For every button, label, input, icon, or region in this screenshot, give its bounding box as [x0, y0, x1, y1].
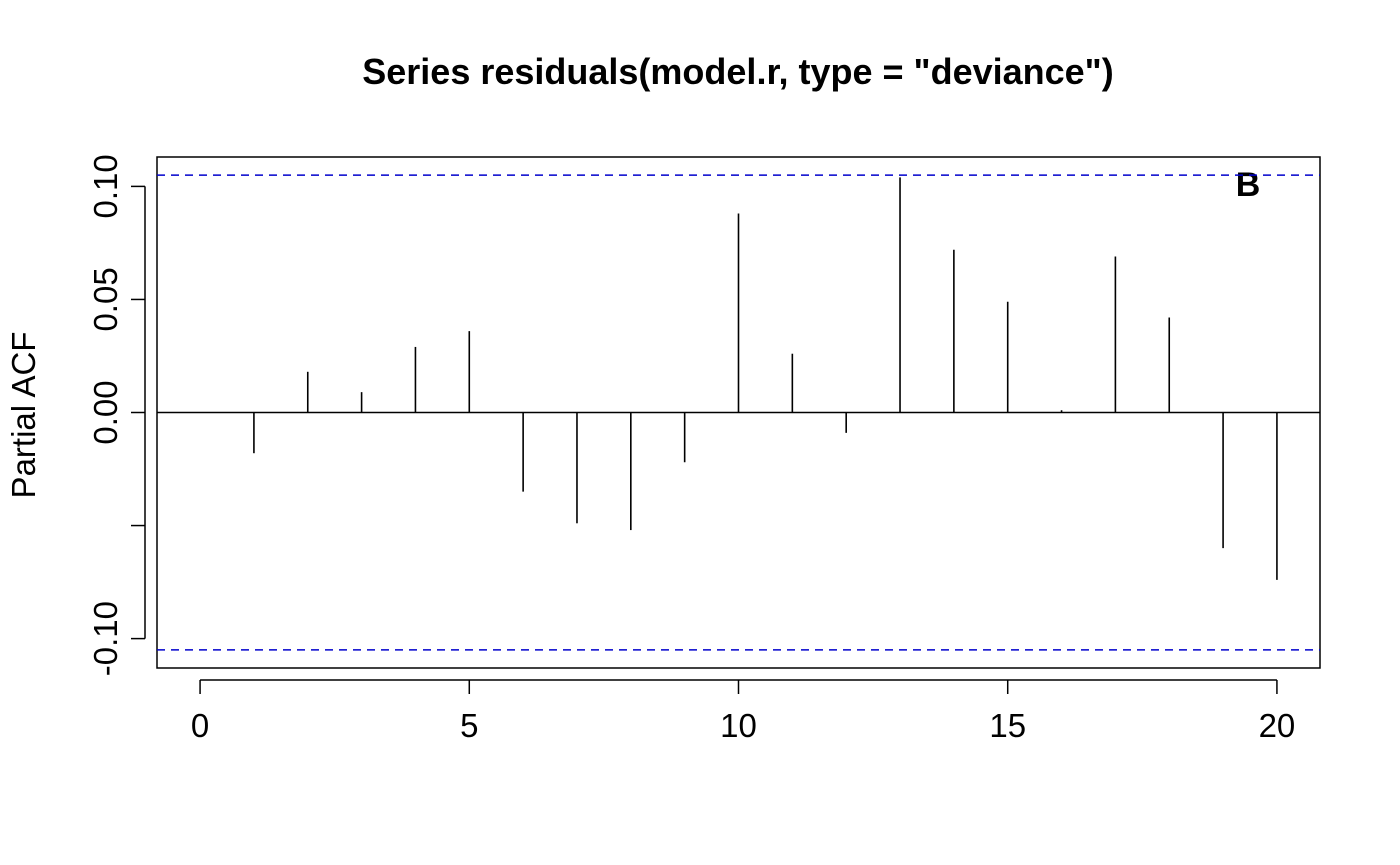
x-tick-label-15: 15 [989, 707, 1026, 744]
y-tick-label--0.1: -0.10 [87, 601, 124, 676]
y-tick-label-0.05: 0.05 [87, 267, 124, 331]
x-tick-label-20: 20 [1259, 707, 1296, 744]
y-axis-label: Partial ACF [5, 332, 42, 499]
y-tick-label-0: 0.00 [87, 380, 124, 444]
x-tick-label-5: 5 [460, 707, 478, 744]
x-tick-label-0: 0 [191, 707, 209, 744]
x-tick-label-10: 10 [720, 707, 757, 744]
chart-title: Series residuals(model.r, type = "devian… [362, 51, 1113, 92]
panel-annotation: B [1236, 166, 1261, 204]
y-tick-label-0.1: 0.10 [87, 154, 124, 218]
